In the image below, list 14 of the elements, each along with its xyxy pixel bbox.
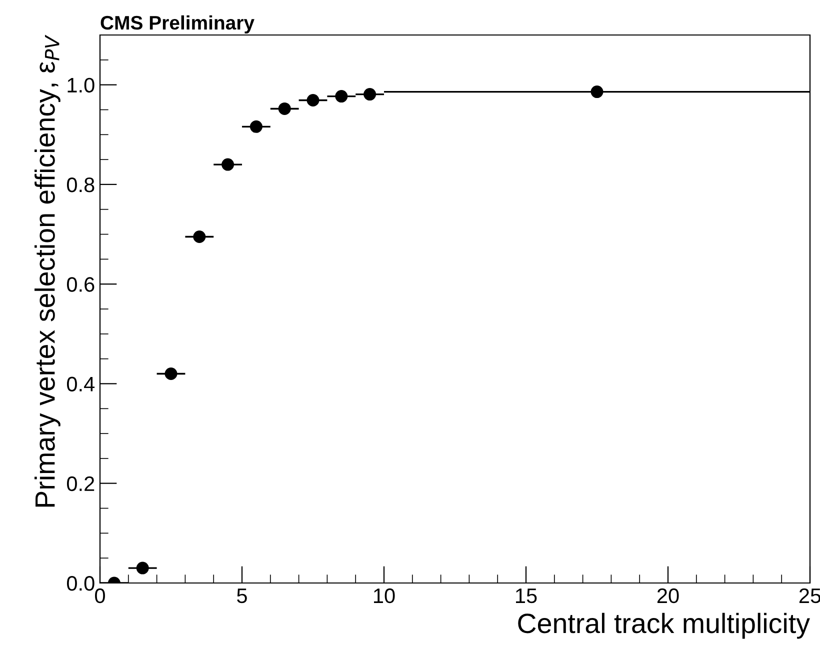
- y-tick-label: 0.0: [66, 576, 94, 591]
- y-tick-label: 0.8: [66, 177, 94, 192]
- chart-title: CMS Preliminary: [100, 15, 254, 34]
- y-tick-label: 0.6: [66, 277, 94, 292]
- x-tick-label: 5: [237, 588, 247, 604]
- x-tick-label: 20: [657, 588, 679, 604]
- y-tick-label: 0.4: [66, 376, 95, 392]
- x-axis-title: Central track multiplicity: [518, 612, 810, 639]
- y-tick-label: 1.0: [68, 78, 94, 93]
- x-tick-label: 0: [95, 588, 105, 604]
- y-axis-title: Primary vertex selection efficiency, ε$_{PV}$: [34, 34, 60, 507]
- x-tick-label: 10: [374, 588, 395, 604]
- y-tick-label: 0.2: [66, 476, 94, 492]
- x-tick-label: 15: [516, 588, 537, 604]
